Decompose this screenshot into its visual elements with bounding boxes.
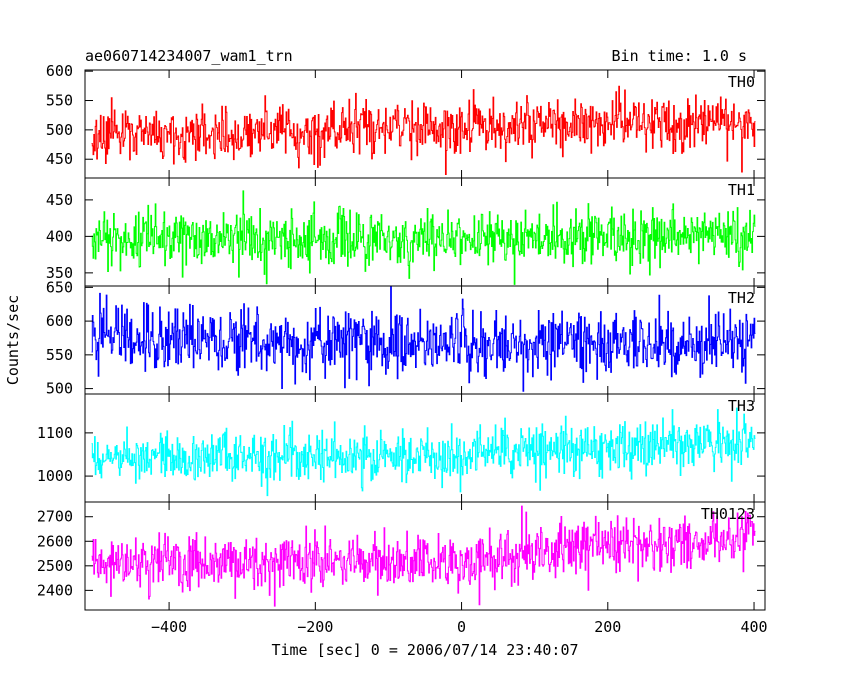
series-trace-th3 (91, 407, 756, 497)
y-tick-label: 600 (46, 62, 73, 80)
panel-th0: 450 500 550 600 TH0 (46, 62, 766, 179)
y-tick-label: 550 (46, 346, 73, 364)
panel-label: TH3 (728, 397, 755, 415)
y-tick-label: 450 (46, 150, 73, 168)
y-axis-title: Counts/sec (4, 295, 22, 385)
y-tick-label: 1100 (37, 424, 73, 442)
x-tick-label: −200 (297, 618, 333, 636)
series-trace-th0 (91, 85, 756, 176)
panel-label: TH1 (728, 181, 755, 199)
panel-th1: 350 400 450 TH1 (46, 177, 766, 287)
panel-th0123: 2400 2500 2600 2700 TH0123 (37, 501, 766, 611)
x-tick-label: −400 (151, 618, 187, 636)
x-tick-label: 400 (740, 618, 767, 636)
y-tick-label: 1000 (37, 467, 73, 485)
x-tick-label: 200 (594, 618, 621, 636)
x-axis-title: Time [sec] 0 = 2006/07/14 23:40:07 (271, 641, 578, 659)
panel-frame (84, 501, 766, 611)
bin-time-label: Bin time: 1.0 s (612, 47, 747, 65)
series-trace-th2 (91, 286, 756, 392)
y-tick-label: 500 (46, 121, 73, 139)
series-trace-th1 (91, 190, 756, 285)
chart-title: ae060714234007_wam1_trn (85, 47, 293, 65)
y-tick-label: 2400 (37, 581, 73, 599)
y-tick-label: 450 (46, 191, 73, 209)
panel-label: TH2 (728, 289, 755, 307)
panel-th2: 500 550 600 650 TH2 (46, 278, 766, 398)
y-tick-label: 350 (46, 264, 73, 282)
panels-group: 450 500 550 600 TH0 350 400 450 TH1 500 550 600 650 T… (37, 62, 766, 611)
x-tick-label: 0 (457, 618, 466, 636)
y-tick-label: 550 (46, 92, 73, 110)
y-tick-label: 2500 (37, 557, 73, 575)
y-tick-label: 400 (46, 227, 73, 245)
y-tick-label: 650 (46, 278, 73, 296)
y-tick-label: 600 (46, 312, 73, 330)
panel-label: TH0123 (701, 505, 755, 523)
series-trace-th0123 (91, 505, 756, 607)
y-tick-label: 2700 (37, 508, 73, 526)
x-axis: −400 −200 0 200 400 (151, 618, 768, 636)
panel-label: TH0 (728, 73, 755, 91)
y-tick-label: 2600 (37, 532, 73, 550)
panel-th3: 1000 1100 TH3 (37, 393, 766, 503)
y-tick-label: 500 (46, 380, 73, 398)
